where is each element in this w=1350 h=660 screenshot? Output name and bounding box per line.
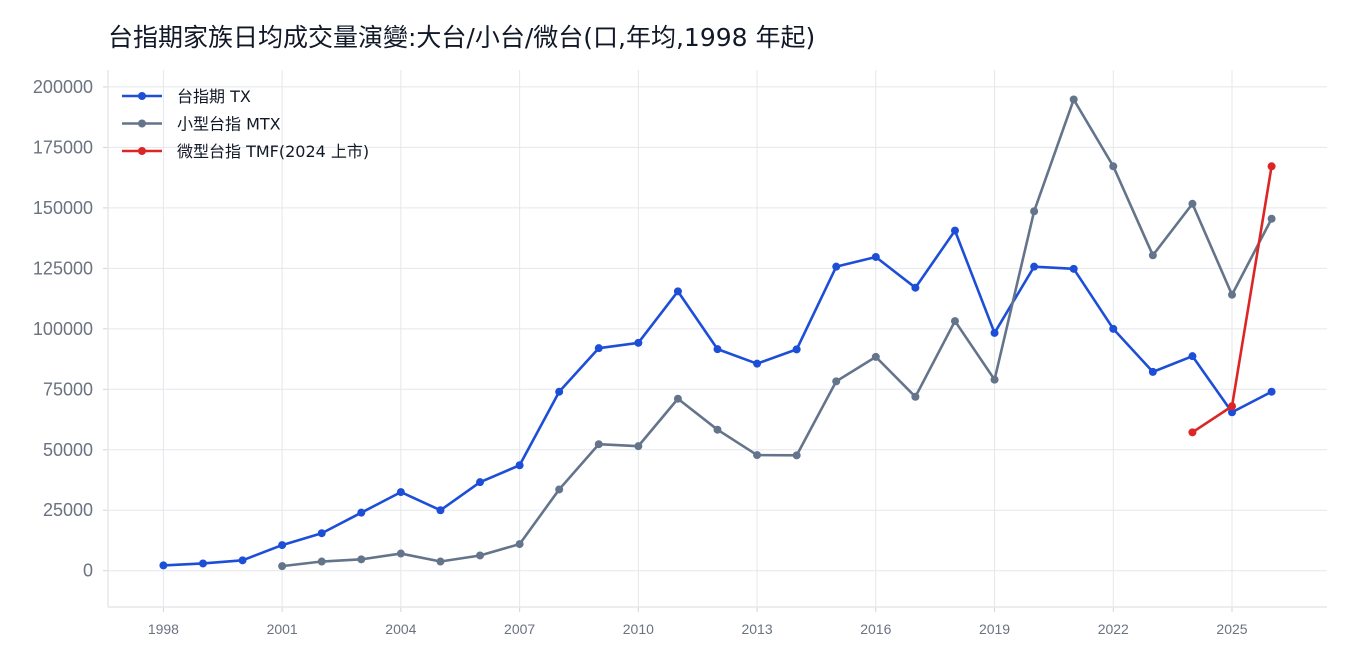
data-point (1109, 324, 1118, 333)
x-tick-label: 2001 (267, 621, 298, 637)
data-point (1188, 428, 1197, 437)
legend-item-1: 小型台指 MTX (122, 115, 281, 134)
data-point (1228, 408, 1237, 417)
x-tick-label: 2004 (385, 621, 416, 637)
data-point (911, 283, 920, 292)
data-point (555, 387, 564, 396)
data-point (832, 262, 841, 271)
data-point (396, 549, 405, 558)
data-point (792, 451, 801, 460)
data-point (990, 328, 999, 337)
series-line (162, 229, 1273, 567)
legend-item-0: 台指期 TX (122, 87, 251, 106)
data-point (950, 226, 959, 235)
x-tick-label: 2013 (741, 621, 772, 637)
x-tick-label: 2022 (1098, 621, 1129, 637)
data-point (792, 345, 801, 354)
series-2 (1188, 162, 1276, 437)
data-point (1267, 162, 1276, 171)
data-point (159, 561, 168, 570)
data-point (1069, 264, 1078, 273)
data-point (871, 252, 880, 261)
series-0 (159, 226, 1276, 570)
data-point (1188, 199, 1197, 208)
data-point (673, 394, 682, 403)
data-point (594, 344, 603, 353)
legend-label: 台指期 TX (177, 87, 251, 106)
y-tick-label: 25000 (43, 500, 93, 520)
data-point (278, 541, 287, 550)
x-tick-label: 2016 (860, 621, 891, 637)
legend-item-2: 微型台指 TMF(2024 上市) (122, 142, 369, 161)
y-tick-label: 50000 (43, 440, 93, 460)
data-point (634, 442, 643, 451)
x-tick-label: 2010 (623, 621, 654, 637)
y-tick-label: 150000 (33, 198, 93, 218)
chart-title: 台指期家族日均成交量演變:大台/小台/微台(口,年均,1998 年起) (108, 23, 815, 52)
data-point (436, 557, 445, 566)
data-point (673, 287, 682, 296)
legend-swatch-marker (138, 92, 146, 100)
data-point (238, 556, 247, 565)
data-point (1267, 387, 1276, 396)
data-point (990, 375, 999, 384)
x-tick-label: 2019 (979, 621, 1010, 637)
data-point (317, 529, 326, 538)
y-tick-label: 0 (83, 561, 93, 581)
series (159, 95, 1276, 571)
data-point (1188, 352, 1197, 361)
legend: 台指期 TX 小型台指 MTX 微型台指 TMF(2024 上市) (122, 87, 369, 161)
data-point (594, 440, 603, 449)
series-1 (278, 95, 1276, 571)
data-point (357, 508, 366, 517)
data-point (911, 392, 920, 401)
data-point (476, 551, 485, 560)
data-point (634, 338, 643, 347)
data-point (198, 559, 207, 568)
axes: 1998 2001 2004 2007 2010 2013 2016 2019 2022 2025… (33, 70, 1327, 637)
y-tick-label: 175000 (33, 137, 93, 157)
data-point (713, 345, 722, 354)
data-point (1267, 214, 1276, 223)
legend-swatch-marker (138, 147, 146, 155)
data-point (1109, 162, 1118, 171)
x-tick-label: 1998 (148, 621, 179, 637)
data-point (950, 317, 959, 326)
data-point (1148, 251, 1157, 260)
data-point (436, 506, 445, 515)
data-point (871, 352, 880, 361)
legend-swatch-marker (138, 119, 146, 128)
data-point (1030, 207, 1039, 216)
data-point (515, 461, 524, 470)
data-point (396, 488, 405, 497)
legend-label: 微型台指 TMF(2024 上市) (177, 142, 369, 161)
data-point (357, 555, 366, 564)
data-point (515, 540, 524, 549)
data-point (555, 485, 564, 494)
data-point (753, 451, 762, 460)
data-point (1228, 290, 1237, 299)
series-line (280, 98, 1273, 568)
data-point (713, 425, 722, 434)
x-tick-label: 2025 (1216, 621, 1247, 637)
y-tick-label: 75000 (43, 379, 93, 399)
data-point (1030, 262, 1039, 271)
data-point (832, 377, 841, 386)
y-tick-label: 125000 (33, 258, 93, 278)
data-point (278, 562, 287, 571)
data-point (1148, 367, 1157, 376)
y-tick-label: 200000 (33, 77, 93, 97)
data-point (1228, 402, 1237, 411)
y-tick-label: 100000 (33, 319, 93, 339)
data-point (476, 478, 485, 487)
data-point (317, 557, 326, 566)
data-point (753, 359, 762, 368)
legend-label: 小型台指 MTX (177, 115, 281, 134)
x-tick-label: 2007 (504, 621, 535, 637)
grid (108, 70, 1327, 607)
data-point (1069, 95, 1078, 104)
